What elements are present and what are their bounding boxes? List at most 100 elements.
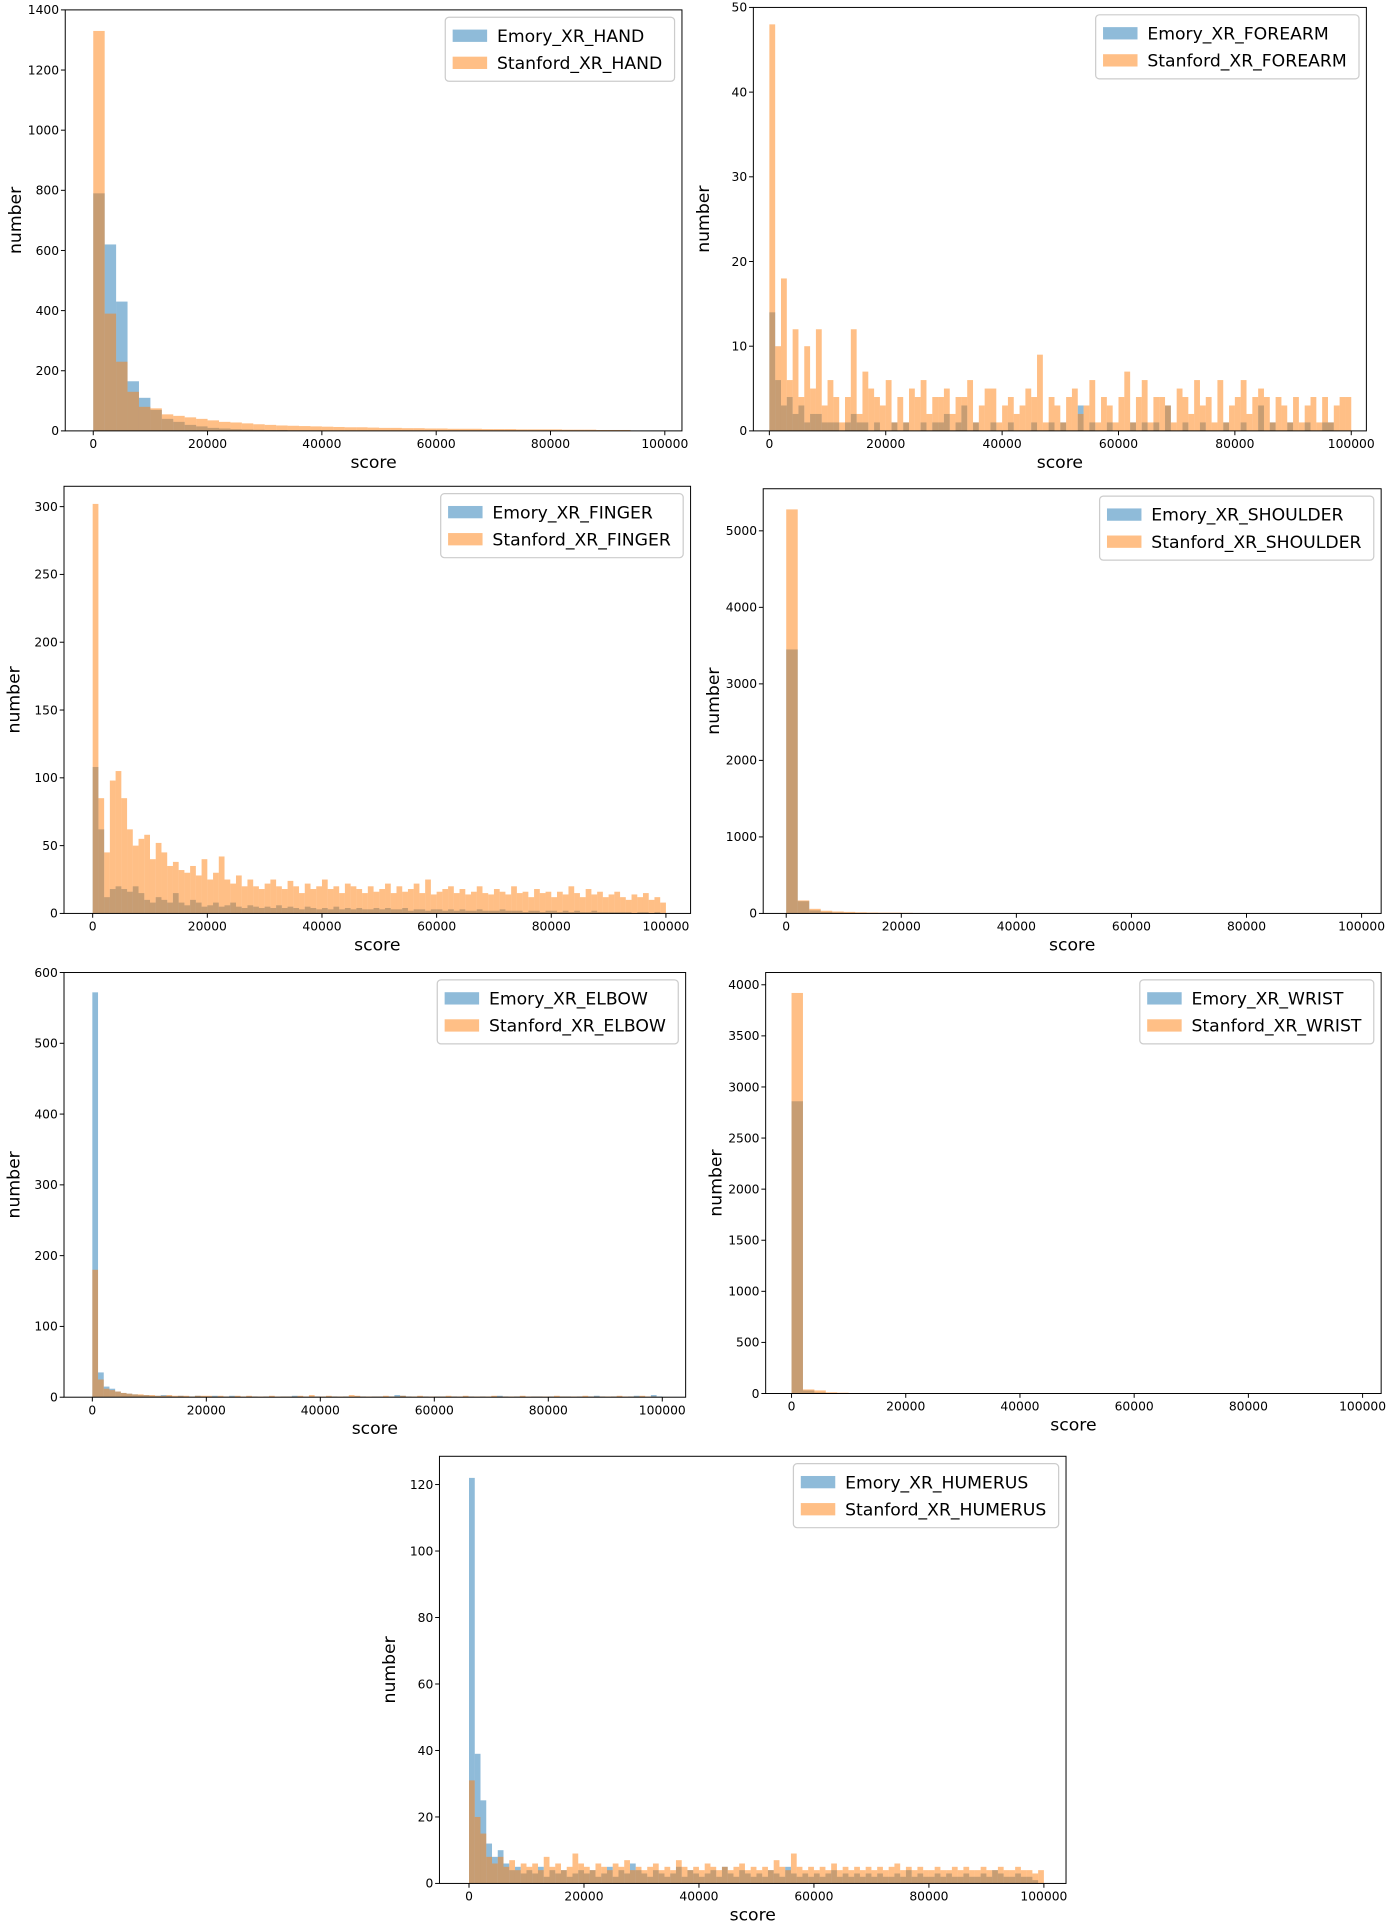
histogram-bar [447, 428, 460, 431]
histogram-bar [234, 1395, 241, 1398]
y-tick-label: 4000 [726, 601, 757, 615]
y-tick-label: 2000 [728, 1182, 759, 1196]
histogram-bar [155, 1395, 161, 1398]
y-tick-label: 1400 [28, 3, 59, 17]
legend-label: Stanford_XR_WRIST [1192, 1017, 1362, 1037]
x-axis-label: score [1050, 1415, 1096, 1435]
histogram-bar [344, 427, 357, 431]
histogram-bar [109, 1390, 116, 1398]
histogram-bar [499, 891, 506, 914]
histogram-bar [568, 886, 575, 914]
y-tick-label: 3500 [728, 1029, 759, 1043]
histogram-bar [566, 1866, 573, 1884]
histogram-bar [445, 1395, 452, 1398]
histogram-bar [848, 1870, 855, 1884]
histogram-bar [802, 1870, 809, 1884]
legend-label: Stanford_XR_SHOULDER [1151, 533, 1361, 553]
x-tick-label: 60000 [415, 1403, 454, 1417]
x-axis-label: score [350, 453, 396, 473]
histogram-bar [436, 428, 448, 431]
legend-swatch [1103, 54, 1138, 67]
legend-swatch [800, 1475, 836, 1489]
histogram-bar [442, 889, 449, 914]
histogram-bar [595, 1863, 602, 1884]
histogram-bar [1333, 405, 1340, 431]
histogram-bar [775, 346, 781, 431]
histogram-bar [693, 1866, 699, 1884]
histogram-bar [821, 405, 828, 431]
histogram-bar [1002, 405, 1008, 431]
histogram-bar [310, 426, 322, 431]
x-tick-label: 60000 [1112, 920, 1151, 934]
histogram-bar [1252, 397, 1259, 431]
histogram-bar [1141, 380, 1148, 431]
histogram-bar [1246, 413, 1253, 431]
legend-label: Emory_XR_FINGER [492, 503, 653, 523]
histogram-bar [543, 1856, 550, 1884]
y-tick-label: 0 [50, 907, 58, 921]
legend-swatch [444, 992, 480, 1005]
histogram-bar [654, 897, 661, 914]
histogram-bar [350, 886, 357, 914]
y-tick-label: 40 [418, 1744, 434, 1758]
histogram-bar [448, 886, 454, 914]
x-tick-label: 0 [788, 1400, 796, 1414]
histogram-bar [733, 1866, 740, 1884]
histogram-bar [264, 883, 271, 914]
histogram-bar [173, 415, 185, 431]
y-axis-label: number [694, 185, 714, 253]
histogram-bar [854, 1866, 860, 1884]
histogram-bar [218, 856, 225, 914]
histogram-bar [178, 870, 185, 914]
histogram-bar [1054, 405, 1061, 431]
histogram-bar [1089, 380, 1096, 431]
x-axis-label: score [354, 935, 400, 955]
histogram-bar [917, 1866, 924, 1884]
histogram-bar [149, 859, 156, 914]
histogram-bar [373, 891, 380, 914]
histogram-bar [957, 1870, 964, 1884]
histogram-bar [842, 1866, 849, 1884]
histogram-bar [1015, 1866, 1021, 1884]
y-tick-label: 1500 [728, 1234, 759, 1248]
histogram-bar [997, 1866, 1004, 1884]
histogram-bar [137, 1394, 144, 1398]
histogram-bar [527, 429, 540, 431]
histogram-bar [813, 1870, 820, 1884]
histogram-bar [797, 900, 810, 914]
x-tick-label: 80000 [1229, 1400, 1268, 1414]
y-axis-label: number [5, 1150, 25, 1218]
histogram-bar [635, 1866, 642, 1884]
y-tick-label: 1200 [28, 63, 59, 77]
legend-label: Stanford_XR_ELBOW [489, 1017, 666, 1037]
histogram-bar [825, 1870, 832, 1884]
histogram-bar [503, 1866, 510, 1884]
x-tick-label: 0 [89, 920, 97, 934]
histogram-bar [195, 875, 202, 914]
histogram-bar [264, 424, 277, 431]
histogram-bar [401, 428, 414, 431]
histogram-bar [172, 861, 179, 914]
y-tick-label: 250 [34, 568, 57, 582]
histogram-bar [620, 897, 626, 914]
histogram-bar [888, 1866, 895, 1884]
histogram-bar [1038, 1870, 1044, 1884]
x-tick-label: 20000 [882, 920, 921, 934]
histogram-bar [562, 894, 569, 914]
histogram-bar [862, 371, 869, 431]
histogram-bar [1135, 397, 1142, 431]
histogram-bar [704, 1863, 711, 1884]
histogram-bar [1025, 388, 1032, 431]
histogram-bar [241, 423, 254, 431]
y-tick-label: 80 [418, 1611, 434, 1625]
x-axis-label: score [1049, 935, 1095, 955]
histogram-bar [967, 380, 974, 431]
histogram-bar [756, 1870, 763, 1884]
y-tick-label: 60 [418, 1677, 434, 1691]
histogram-bar [417, 1395, 423, 1398]
histogram-bar [132, 845, 139, 914]
histogram-bar [825, 1392, 838, 1394]
histogram-bar [785, 1870, 791, 1884]
histogram-bar [629, 1870, 636, 1884]
